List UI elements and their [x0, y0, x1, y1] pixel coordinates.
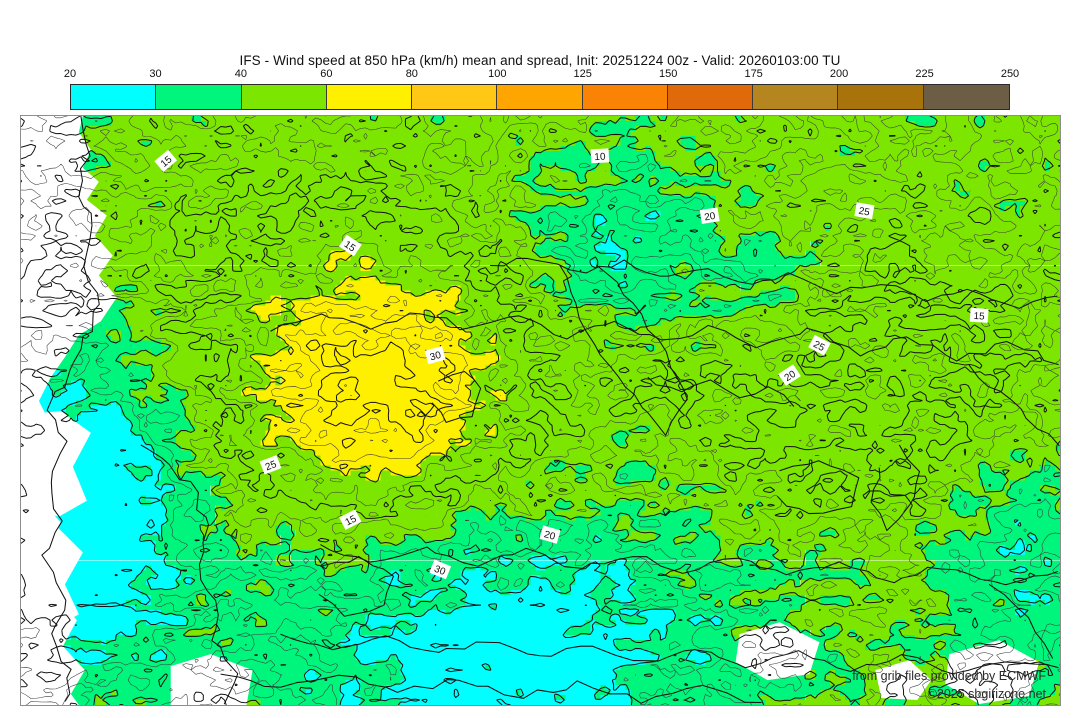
- contour-label: 10: [590, 148, 610, 164]
- spread-contour-layer: [21, 116, 1060, 705]
- fine-contour-level-35: [21, 120, 1060, 705]
- fine-contour-level-55: [175, 170, 1026, 517]
- colorbar-tick-80: 80: [405, 68, 418, 80]
- coast-scandinavia: [559, 264, 688, 436]
- svg-text:25: 25: [264, 459, 279, 473]
- contour-level-50: [21, 116, 1060, 576]
- colorbar-tick-125: 125: [573, 68, 592, 80]
- contour-label: 15: [969, 307, 989, 323]
- contour-label: 15: [339, 509, 362, 530]
- contour-label: 30: [424, 346, 446, 365]
- contour-label: 30: [429, 559, 452, 580]
- colorbar-segment-20-30: [71, 85, 157, 109]
- coast-north-europe: [490, 257, 1058, 309]
- colorbar-segment-150-175: [667, 85, 754, 109]
- colorbar-tick-225: 225: [915, 68, 934, 80]
- colorbar-tick-250: 250: [1000, 68, 1020, 80]
- colorbar-tick-60: 60: [320, 68, 333, 80]
- svg-text:30: 30: [429, 350, 443, 364]
- coast-north-africa: [220, 673, 762, 704]
- land-mask-patch-6: [945, 640, 1040, 705]
- contour-level-30: [21, 204, 1054, 705]
- colorbar-segment-40-60: [241, 85, 327, 109]
- contour-label: 20: [778, 364, 801, 386]
- fill-band-20-30: [21, 210, 1051, 705]
- colorbar: [70, 84, 1010, 110]
- colorbar-segment-225-250: [923, 85, 1009, 109]
- land-mask-patch-2: [21, 518, 83, 631]
- svg-text:25: 25: [811, 339, 826, 354]
- coast-mediterranean-north: [320, 544, 1058, 586]
- svg-text:25: 25: [858, 206, 871, 219]
- copyright-credit: ©2025 sbgirizone.net: [927, 687, 1046, 701]
- coast-mediterranean-south: [280, 633, 1059, 675]
- coast-iberia: [318, 555, 395, 617]
- coast-caspian: [870, 444, 920, 532]
- page-title: IFS - Wind speed at 850 hPa (km/h) mean …: [239, 53, 841, 68]
- contour-label: 25: [259, 455, 282, 475]
- colorbar-tick-150: 150: [658, 68, 678, 80]
- land-mask-patch-3: [21, 261, 77, 320]
- coast-southwest: [140, 444, 239, 705]
- colorbar-tick-200: 200: [829, 68, 849, 80]
- colorbar-segment-60-80: [326, 85, 413, 109]
- svg-text:15: 15: [344, 513, 359, 528]
- contour-label: 25: [854, 202, 875, 220]
- fine-contour-layer: [21, 116, 1060, 705]
- contour-label: 15: [339, 234, 362, 257]
- fine-contour-level-45: [21, 116, 1060, 705]
- contour-label: 25: [808, 334, 831, 356]
- coast-west-continent: [41, 116, 100, 702]
- land-mask-patch-7: [875, 660, 932, 701]
- colorbar-segment-30-40: [156, 85, 242, 109]
- fill-band-30-40: [21, 116, 1060, 705]
- data-source-credit: from grib files provided by ECMWF: [852, 669, 1046, 683]
- svg-text:20: 20: [704, 211, 717, 224]
- contour-label: 20: [699, 207, 720, 224]
- svg-text:30: 30: [432, 564, 447, 579]
- colorbar-tick-labels: 20 30 40 60 80 100 125 150 175 200 225 250: [0, 68, 1080, 82]
- fine-contour-level-65: [269, 284, 502, 463]
- map-canvas[interactable]: 15 10 15 20 25 30 30 25 20 15 25 20 15: [20, 115, 1061, 706]
- svg-text:15: 15: [973, 311, 985, 323]
- contour-level-70: [298, 339, 456, 453]
- colorbar-tick-30: 30: [149, 68, 162, 80]
- contour-label: 20: [539, 525, 561, 544]
- colorbar-tick-40: 40: [234, 68, 248, 80]
- colorbar-segment-100-125: [497, 85, 583, 109]
- colorbar-tick-175: 175: [744, 68, 763, 80]
- colorbar-segment-125-150: [582, 85, 668, 109]
- contour-level-40: [21, 116, 1060, 705]
- colorbar-segment-200-225: [838, 85, 924, 109]
- colorbar-segment-175-200: [753, 85, 839, 109]
- colorbar-segments: [70, 84, 1010, 110]
- coast-island-arc: [988, 583, 1054, 659]
- colorbar-segment-80-100: [412, 85, 498, 109]
- colorbar-tick-20: 20: [63, 68, 77, 80]
- colorbar-tick-100: 100: [488, 68, 507, 80]
- svg-text:10: 10: [594, 152, 606, 164]
- svg-text:20: 20: [543, 529, 557, 543]
